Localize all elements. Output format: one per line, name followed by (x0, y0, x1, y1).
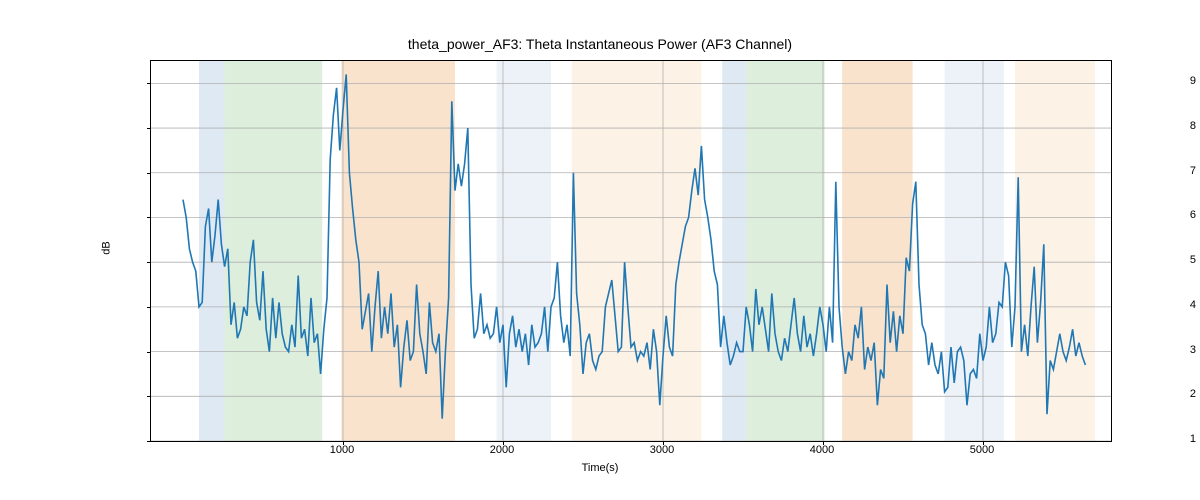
ytick-mark (147, 307, 151, 308)
ytick-label: 5 (1052, 254, 1196, 266)
shaded-region (225, 61, 323, 441)
chart-title: theta_power_AF3: Theta Instantaneous Pow… (0, 36, 1200, 52)
xtick-label: 3000 (650, 444, 674, 456)
shaded-region (945, 61, 1004, 441)
y-axis-label: dB (101, 241, 113, 254)
xtick-label: 2000 (490, 444, 514, 456)
xtick-label: 4000 (810, 444, 834, 456)
ytick-mark (147, 173, 151, 174)
plot-svg (151, 61, 1111, 441)
shaded-region (842, 61, 912, 441)
x-axis-label: Time(s) (0, 462, 1200, 474)
ytick-mark (147, 83, 151, 84)
ytick-label: 3 (1052, 344, 1196, 356)
ytick-mark (147, 441, 151, 442)
ytick-mark (147, 217, 151, 218)
shaded-region (722, 61, 746, 441)
ytick-label: 2 (1052, 388, 1196, 400)
ytick-label: 9 (1052, 75, 1196, 87)
shaded-region (572, 61, 702, 441)
xtick-label: 1000 (330, 444, 354, 456)
ytick-mark (147, 396, 151, 397)
figure: theta_power_AF3: Theta Instantaneous Pow… (0, 0, 1200, 500)
ytick-mark (147, 352, 151, 353)
plot-area (150, 60, 1112, 442)
ytick-label: 4 (1052, 299, 1196, 311)
ytick-label: 1 (1052, 433, 1196, 445)
shaded-region (746, 61, 824, 441)
ytick-mark (147, 128, 151, 129)
ytick-label: 8 (1052, 120, 1196, 132)
shaded-region (341, 61, 455, 441)
ytick-label: 6 (1052, 209, 1196, 221)
shaded-region (497, 61, 551, 441)
ytick-mark (147, 262, 151, 263)
ytick-label: 7 (1052, 165, 1196, 177)
shaded-region (1015, 61, 1095, 441)
xtick-label: 5000 (970, 444, 994, 456)
